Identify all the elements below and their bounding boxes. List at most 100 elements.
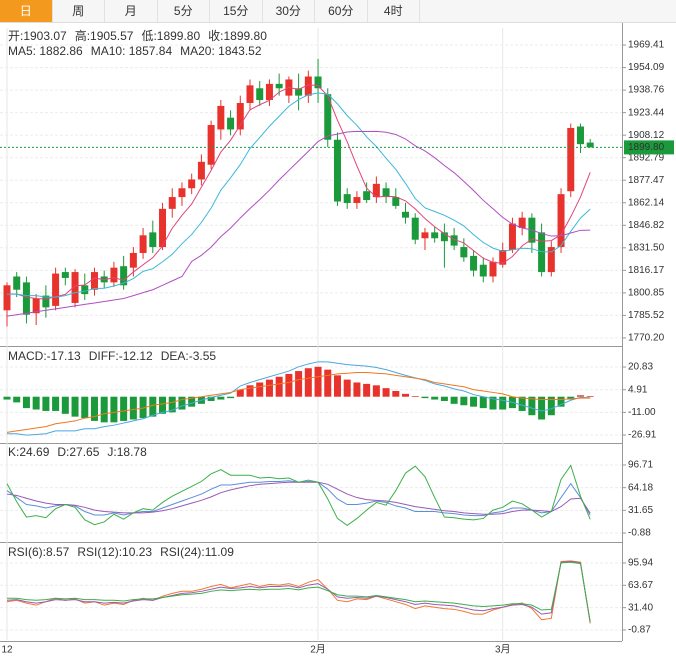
macd-bar	[207, 396, 215, 401]
candle-body	[353, 197, 361, 203]
tab[interactable]: 月	[105, 0, 158, 22]
macd-bar	[314, 366, 322, 397]
candle-body	[265, 83, 273, 101]
candle-body	[236, 102, 244, 130]
candle-body	[197, 161, 205, 180]
series-line	[7, 92, 591, 298]
candle-body	[372, 183, 380, 198]
macd-bar	[81, 396, 89, 419]
tab[interactable]: 周	[53, 0, 105, 22]
candle-body	[557, 194, 565, 248]
series-line	[6, 464, 591, 527]
y-tick-label: 1877.47	[628, 175, 665, 186]
candle-body	[227, 117, 235, 130]
y-tick-label: 1954.09	[628, 62, 665, 73]
tab[interactable]: 30分	[263, 0, 315, 22]
y-tick-label: 1862.14	[628, 197, 665, 208]
candle-body	[246, 85, 254, 103]
y-tick-label: 96.71	[628, 460, 653, 471]
y-tick-label: 1831.50	[628, 242, 665, 253]
y-tick-label: 95.94	[628, 558, 653, 569]
candle-body	[343, 194, 351, 203]
legend-entry: MA5: 1882.86	[8, 44, 83, 58]
macd-bar	[100, 396, 108, 423]
macd-bar	[547, 396, 555, 416]
tab[interactable]: 4时	[368, 0, 420, 22]
candle-body	[460, 247, 468, 258]
candle-body	[110, 267, 118, 283]
macd-bar	[392, 391, 400, 397]
candle-body	[52, 273, 60, 306]
tab[interactable]: 日	[0, 0, 53, 22]
macd-bar	[460, 396, 468, 406]
last-price-tag	[624, 140, 674, 155]
y-tick-label: 1938.76	[628, 85, 665, 96]
macd-bar	[421, 396, 429, 399]
x-tick-label: 2月	[310, 644, 326, 656]
candle-body	[120, 266, 128, 286]
macd-bar	[236, 389, 244, 397]
candle-body	[363, 191, 371, 201]
legend-entry: DIFF:-12.12	[89, 349, 153, 363]
legend-entry: 高:1905.57	[75, 28, 134, 43]
legend-entry: K:24.69	[8, 445, 50, 459]
candle-body	[508, 223, 516, 251]
macd-bar	[71, 396, 79, 417]
y-tick-label: 31.65	[628, 505, 653, 516]
legend-entry: 开:1903.07	[8, 29, 67, 43]
candle-body	[402, 211, 410, 218]
macd-bar	[363, 383, 371, 397]
candle-body	[295, 88, 303, 96]
candle-body	[411, 217, 419, 240]
macd-bar	[382, 388, 390, 397]
candle-body	[499, 250, 507, 265]
candle-body	[61, 272, 69, 278]
y-tick-label: 1785.52	[628, 310, 665, 321]
macd-bar	[538, 396, 546, 420]
legend-entry: RSI(12):10.23	[77, 545, 152, 559]
y-tick-label: -26.91	[628, 430, 657, 441]
candle-body	[159, 208, 167, 248]
candle-body	[304, 76, 312, 96]
y-tick-label: 1969.41	[628, 40, 665, 51]
macd-bar	[586, 395, 594, 397]
candle-body	[207, 125, 215, 165]
candle-body	[547, 247, 555, 273]
candle-body	[431, 232, 439, 239]
candle-body	[479, 264, 487, 277]
macd-bar	[22, 396, 30, 409]
x-tick-label: 3月	[495, 644, 511, 656]
candle-body	[3, 285, 11, 311]
macd-bar	[470, 396, 478, 407]
macd-bar	[13, 396, 21, 403]
macd-bar	[353, 382, 361, 397]
macd-bar	[178, 396, 186, 410]
macd-bar	[149, 396, 157, 417]
macd-bar	[343, 379, 351, 397]
tab[interactable]: 5分	[158, 0, 210, 22]
candle-body	[392, 197, 400, 206]
y-tick-label: 1908.12	[628, 130, 665, 141]
candle-body	[518, 217, 526, 228]
series-line	[7, 361, 591, 436]
tab[interactable]: 60分	[315, 0, 368, 22]
candle-body	[586, 142, 594, 148]
macd-bar	[120, 396, 128, 421]
legend-entry: RSI(24):11.09	[160, 545, 234, 559]
tab[interactable]: 15分	[210, 0, 263, 22]
candle-body	[470, 255, 478, 271]
macd-bar	[324, 369, 332, 397]
macd-bar	[431, 396, 439, 400]
candle-body	[149, 232, 157, 248]
macd-bar	[256, 382, 264, 397]
legend-entry: J:18.78	[107, 445, 147, 459]
y-tick-label: 1846.82	[628, 220, 665, 231]
y-tick-label: 1770.20	[628, 333, 665, 344]
macd-bar	[489, 396, 497, 410]
y-tick-label: 4.91	[628, 384, 648, 395]
last-price-label: 1899.80	[628, 142, 665, 153]
macd-bar	[304, 368, 312, 397]
macd-bar	[479, 396, 487, 409]
candle-body	[71, 272, 79, 303]
macd-bar	[528, 396, 536, 416]
